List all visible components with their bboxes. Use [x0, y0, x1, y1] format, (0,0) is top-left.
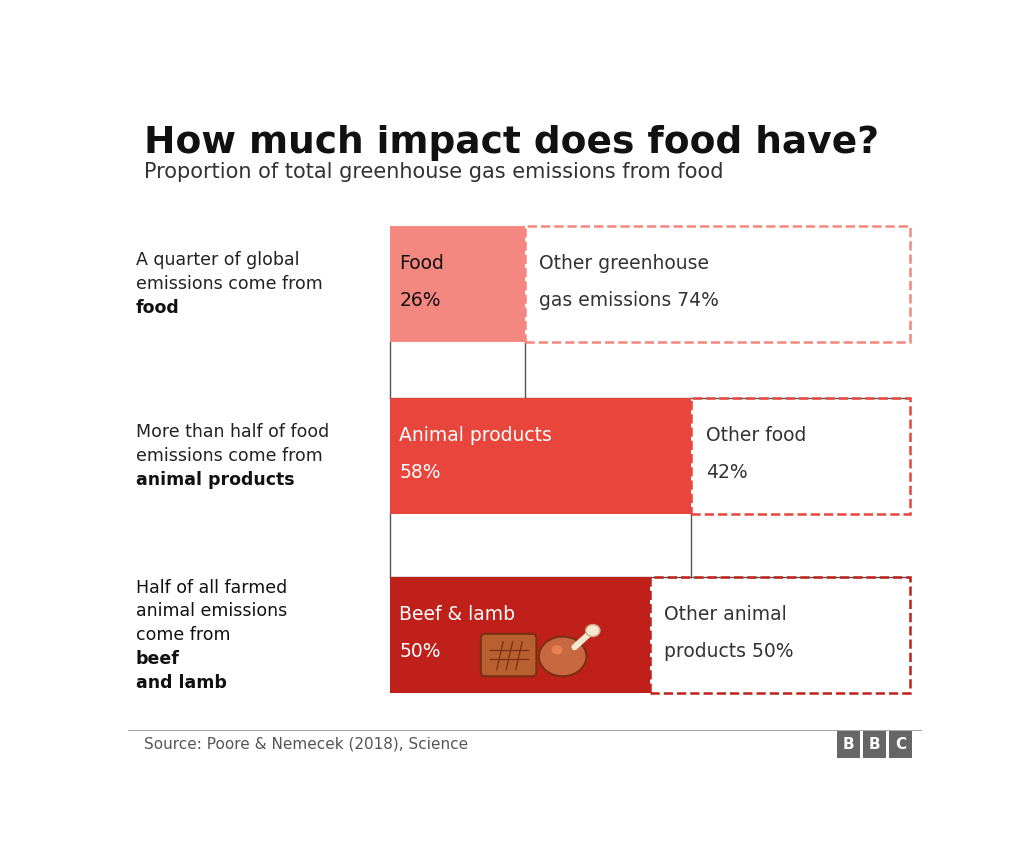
Text: Proportion of total greenhouse gas emissions from food: Proportion of total greenhouse gas emiss…: [143, 162, 723, 182]
Text: Other food: Other food: [706, 426, 806, 445]
Text: 58%: 58%: [399, 463, 441, 482]
Text: food: food: [136, 299, 179, 317]
Text: 50%: 50%: [399, 642, 441, 661]
Text: come from: come from: [136, 626, 230, 644]
Text: animal emissions: animal emissions: [136, 603, 287, 621]
Circle shape: [586, 624, 600, 636]
Text: animal products: animal products: [136, 471, 295, 489]
Text: emissions come from: emissions come from: [136, 448, 323, 465]
FancyBboxPatch shape: [889, 731, 912, 758]
FancyBboxPatch shape: [390, 399, 691, 514]
FancyBboxPatch shape: [390, 226, 525, 342]
Circle shape: [552, 645, 562, 654]
Text: and lamb: and lamb: [136, 674, 226, 692]
Text: Animal products: Animal products: [399, 426, 552, 445]
Text: More than half of food: More than half of food: [136, 424, 329, 442]
Text: Food: Food: [399, 254, 444, 273]
Text: Other animal: Other animal: [665, 605, 786, 624]
FancyBboxPatch shape: [390, 578, 650, 693]
Text: B: B: [868, 737, 881, 752]
Circle shape: [539, 636, 587, 676]
Text: Other greenhouse: Other greenhouse: [540, 254, 710, 273]
Text: Source: Poore & Nemecek (2018), Science: Source: Poore & Nemecek (2018), Science: [143, 737, 468, 752]
Text: A quarter of global: A quarter of global: [136, 251, 299, 269]
Text: How much impact does food have?: How much impact does food have?: [143, 125, 879, 160]
Text: beef: beef: [136, 650, 180, 668]
Text: gas emissions 74%: gas emissions 74%: [540, 291, 719, 310]
FancyBboxPatch shape: [863, 731, 886, 758]
Text: Beef & lamb: Beef & lamb: [399, 605, 515, 624]
Text: Half of all farmed: Half of all farmed: [136, 579, 287, 597]
Text: B: B: [843, 737, 854, 752]
Text: 26%: 26%: [399, 291, 441, 310]
Text: C: C: [895, 737, 906, 752]
Text: emissions come from: emissions come from: [136, 275, 323, 293]
FancyBboxPatch shape: [837, 731, 860, 758]
Text: products 50%: products 50%: [665, 642, 794, 661]
FancyBboxPatch shape: [481, 634, 537, 676]
Text: 42%: 42%: [706, 463, 748, 482]
